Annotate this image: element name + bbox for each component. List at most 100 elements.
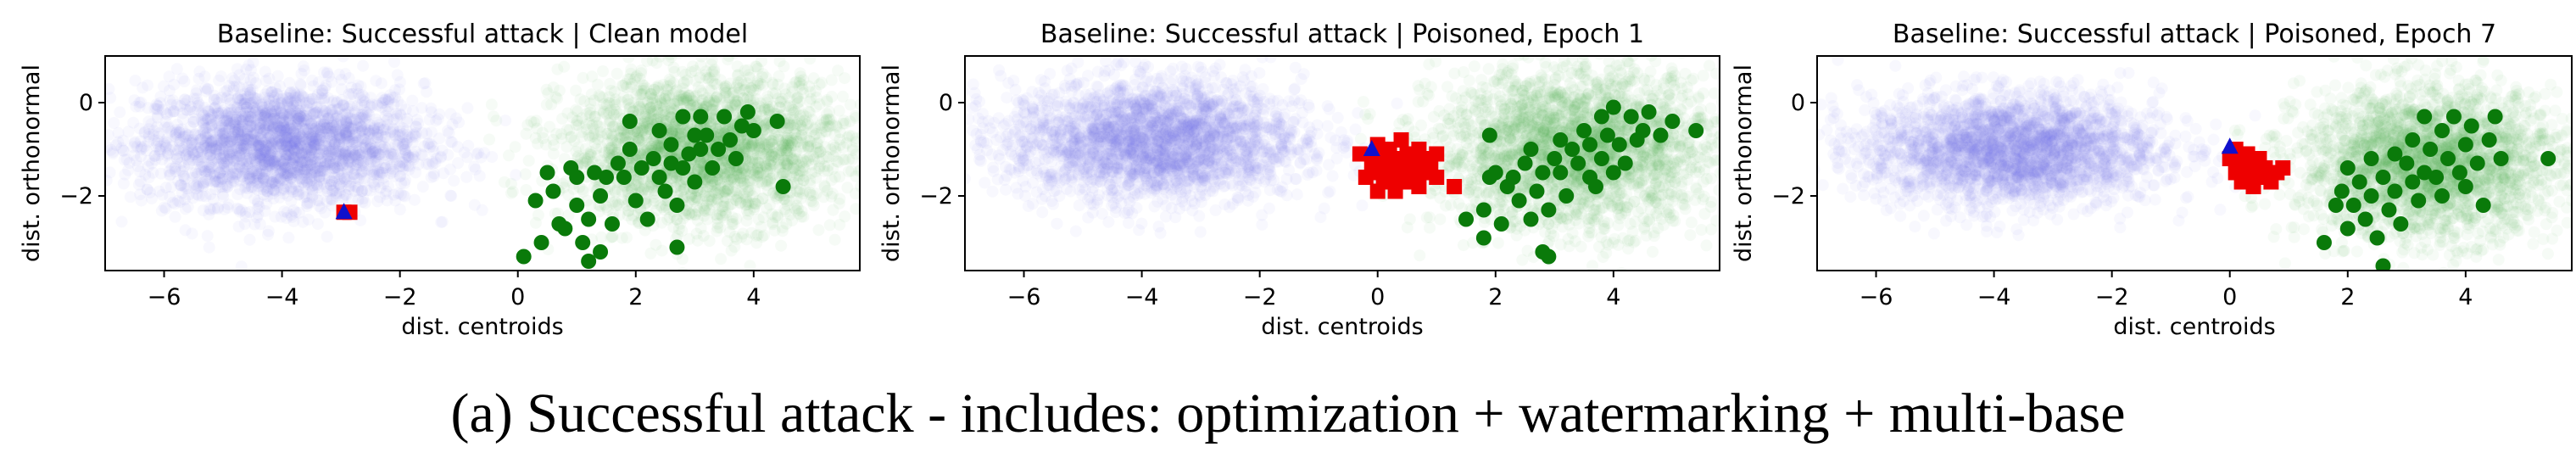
cloud-point: [265, 105, 278, 118]
cloud-point: [435, 216, 448, 228]
cloud-point: [333, 159, 346, 171]
cloud-point: [263, 159, 276, 172]
cloud-point: [371, 168, 383, 181]
cloud-point: [248, 94, 261, 107]
cloud-point: [167, 105, 180, 118]
cloud-point: [148, 103, 161, 115]
cloud-point: [375, 77, 388, 90]
cloud-point: [266, 124, 279, 136]
cloud-point: [202, 113, 214, 125]
cloud-point: [373, 118, 386, 131]
cloud-point: [388, 56, 400, 68]
cloud-point: [204, 149, 216, 161]
cloud-point: [223, 122, 236, 135]
cloud-point: [206, 119, 219, 131]
cloud-point: [304, 106, 316, 119]
cloud-point: [252, 170, 265, 183]
cloud-point: [339, 68, 352, 81]
cloud-point: [343, 155, 355, 168]
cloud-point: [209, 133, 222, 146]
cloud-point: [306, 92, 318, 105]
cloud-point: [321, 67, 334, 80]
cloud-point: [790, 199, 803, 212]
cloud-point: [254, 109, 266, 122]
cloud-point: [438, 167, 449, 180]
cloud-point: [279, 134, 292, 147]
cloud-point: [227, 81, 240, 93]
cloud-point: [282, 110, 294, 123]
cloud-point: [305, 143, 318, 156]
cloud-point: [360, 138, 372, 151]
cloud-point: [305, 141, 318, 154]
cloud-point: [267, 121, 280, 134]
cloud-point: [304, 167, 316, 180]
cloud-point: [867, 65, 879, 77]
cloud-point: [490, 114, 503, 127]
cloud-point: [154, 143, 167, 155]
cloud-point: [252, 195, 264, 208]
cloud-point: [247, 96, 259, 109]
cloud-point: [276, 107, 288, 120]
cloud-point: [309, 166, 321, 179]
cloud-point: [235, 144, 247, 157]
cloud-point: [475, 151, 488, 164]
cloud-point: [230, 114, 243, 126]
cloud-point: [235, 260, 248, 271]
cloud-point: [297, 114, 309, 127]
cloud-point: [370, 113, 382, 126]
cloud-point: [867, 92, 878, 104]
cloud-point: [193, 65, 206, 78]
cloud-point: [341, 131, 354, 144]
cloud-point: [312, 88, 324, 101]
cloud-point: [267, 89, 280, 102]
cloud-point: [253, 117, 265, 130]
cloud-point: [232, 221, 245, 233]
cloud-point: [242, 144, 254, 157]
cloud-point: [308, 108, 321, 120]
cloud-point: [180, 149, 192, 162]
cloud-point: [247, 149, 259, 162]
cloud-point: [164, 106, 176, 119]
cloud-point: [328, 94, 340, 107]
cloud-point: [283, 111, 295, 124]
cloud-point: [292, 115, 304, 128]
cloud-point: [284, 122, 297, 135]
cloud-point: [276, 119, 289, 131]
cloud-point: [450, 112, 462, 125]
cloud-point: [298, 148, 310, 160]
cloud-point: [208, 142, 220, 154]
cloud-point: [296, 131, 309, 143]
cloud-point: [186, 137, 198, 150]
cloud-point: [215, 176, 227, 188]
cloud-point: [220, 181, 232, 193]
cloud-point: [421, 127, 433, 140]
cloud-point: [335, 73, 348, 86]
cloud-point: [265, 137, 278, 149]
cloud-point: [305, 150, 318, 163]
cloud-point: [352, 193, 365, 206]
cloud-point: [244, 116, 257, 129]
cloud-point: [304, 137, 317, 148]
cloud-point: [187, 106, 200, 118]
cloud-point: [425, 126, 438, 138]
cloud-point: [258, 174, 270, 187]
cloud-point: [278, 144, 291, 157]
cloud-point: [199, 190, 212, 203]
cloud-point: [215, 152, 227, 165]
cloud-point: [354, 126, 366, 138]
cloud-point: [861, 179, 873, 191]
cloud-point: [203, 208, 215, 221]
cloud-point: [332, 155, 345, 168]
cloud-point: [203, 145, 215, 158]
cloud-point: [326, 158, 339, 170]
cloud-point: [231, 142, 243, 154]
cloud-point: [346, 99, 359, 112]
cloud-point: [301, 156, 314, 168]
cloud-point: [323, 142, 336, 154]
cloud-point: [308, 137, 321, 150]
cloud-point: [239, 132, 252, 145]
cloud-point: [233, 147, 246, 159]
cloud-point: [251, 151, 264, 164]
cloud-point: [354, 168, 367, 181]
cloud-point: [292, 185, 304, 198]
